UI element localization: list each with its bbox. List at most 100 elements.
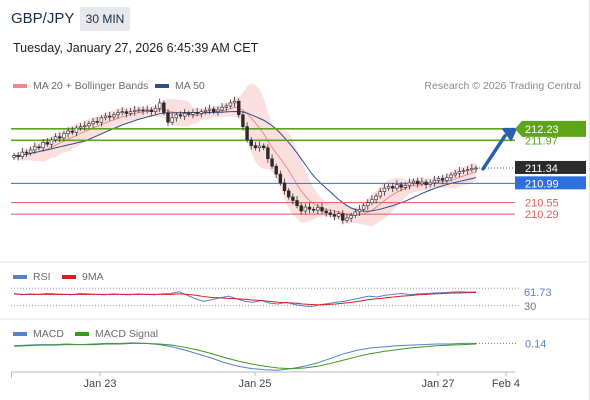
candle-down <box>108 115 112 118</box>
candle-up <box>407 182 412 186</box>
legend-swatch <box>75 332 89 336</box>
level-tag-last-price <box>515 160 586 174</box>
legend-macd-signal: MACD Signal <box>75 328 158 340</box>
candle-down <box>328 212 333 215</box>
legend-macd: MACD <box>13 328 64 340</box>
candle-down <box>24 151 29 154</box>
candle-up <box>207 108 212 111</box>
candle-up <box>432 179 437 184</box>
candle-up <box>83 125 87 128</box>
projection-arrow <box>481 134 507 171</box>
candle-up <box>382 187 387 192</box>
candle-up <box>66 130 70 134</box>
candle-up <box>137 109 141 112</box>
candle-up <box>228 102 233 107</box>
candle-up <box>403 185 407 188</box>
candle-up <box>361 205 366 210</box>
macd-value-label: 0.14 <box>525 338 546 350</box>
ma50-line <box>13 111 477 212</box>
candle-up <box>153 107 158 113</box>
time-axis-label: Jan 25 <box>238 378 271 390</box>
candle-up <box>203 110 208 112</box>
legend-rsi: RSI <box>13 271 51 283</box>
candle-up <box>62 133 66 139</box>
candle-up <box>53 136 58 141</box>
candle-down <box>166 112 170 123</box>
candle-up <box>374 195 378 200</box>
candle-down <box>441 178 445 181</box>
candle-up <box>257 145 262 149</box>
candle-up <box>128 111 133 114</box>
candle-down <box>141 109 145 112</box>
rsi-tick-label: 30 <box>524 301 536 313</box>
candle-up <box>41 142 45 149</box>
timestamp: Tuesday, January 27, 2026 6:45:39 AM CET <box>13 41 259 55</box>
candle-up <box>133 110 137 112</box>
macd-line <box>13 342 476 371</box>
symbol-title: GBP/JPY <box>11 10 75 27</box>
candle-up <box>386 186 391 189</box>
candle-down <box>124 111 129 114</box>
candle-up <box>349 215 353 219</box>
candle-up <box>116 112 120 116</box>
candle-down <box>178 114 183 117</box>
candle-up <box>174 114 179 119</box>
candle-up <box>457 171 462 174</box>
candle-down <box>320 207 324 212</box>
candle-up <box>465 169 470 172</box>
candle-down <box>241 114 245 127</box>
candle-down <box>16 155 20 157</box>
level-tag-resistance <box>515 120 586 137</box>
candle-up <box>191 112 195 115</box>
candle-up <box>91 121 95 124</box>
candle-down <box>195 112 199 114</box>
candle-up <box>28 149 33 154</box>
legend-swatch <box>13 332 27 336</box>
candle-down <box>399 184 403 188</box>
time-axis-label: Feb 4 <box>492 378 520 390</box>
candle-up <box>345 217 349 221</box>
candle-down <box>307 206 312 210</box>
timeframe-button[interactable]: 30 MIN <box>80 7 130 31</box>
candle-down <box>416 180 420 185</box>
candle-down <box>278 173 283 184</box>
candle-down <box>291 196 295 201</box>
candle-up <box>33 146 37 151</box>
candle-up <box>436 178 441 181</box>
candle-down <box>424 181 428 185</box>
candle-down <box>70 130 74 133</box>
legend-label: MA 50 <box>175 80 205 92</box>
candle-up <box>112 114 116 118</box>
candle-up <box>170 117 174 123</box>
candle-down <box>341 213 345 221</box>
legend-ma20-bollinger: MA 20 + Bollinger Bands <box>13 80 148 92</box>
candle-up <box>453 172 457 176</box>
candle-up <box>428 182 432 185</box>
candle-up <box>224 105 228 108</box>
candle-down <box>187 113 191 115</box>
candle-up <box>336 213 341 217</box>
legend-swatch <box>13 84 27 88</box>
candle-down <box>274 165 278 175</box>
candle-up <box>470 168 474 171</box>
candle-down <box>295 200 299 207</box>
candle-up <box>103 115 108 119</box>
candle-down <box>212 108 216 112</box>
candle-up <box>370 199 374 203</box>
candle-up <box>12 155 16 158</box>
candle-up <box>316 207 320 211</box>
candle-down <box>245 126 249 141</box>
candle-up <box>120 111 124 113</box>
legend-label: MACD <box>33 328 64 340</box>
candle-down <box>237 100 241 116</box>
level-label: 210.55 <box>525 198 559 210</box>
candle-down <box>58 136 62 139</box>
credit-text: Research © 2026 Trading Central <box>424 80 581 92</box>
candle-up <box>20 151 25 157</box>
level-label: 210.99 <box>525 178 559 190</box>
legend-swatch <box>155 84 169 88</box>
candle-down <box>262 145 266 149</box>
projection-arrow-head <box>502 127 517 141</box>
level-tag-pivot <box>515 176 586 190</box>
